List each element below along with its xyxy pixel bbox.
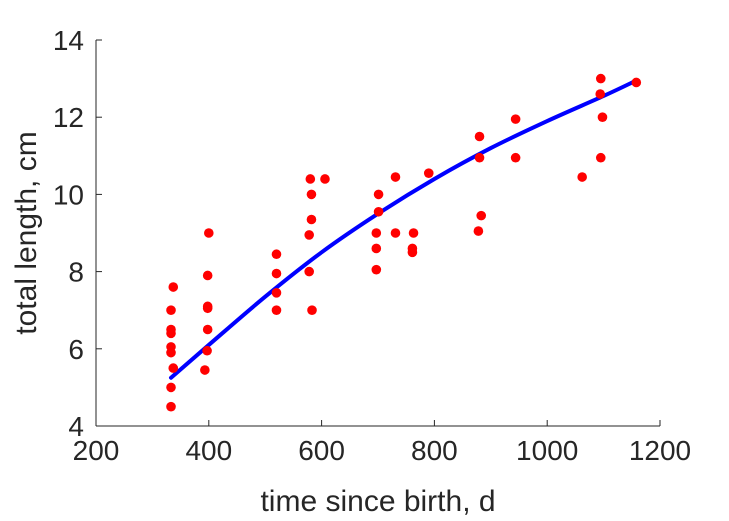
x-tick-label: 800 [411,435,458,466]
fit-curve [169,78,639,380]
data-point [408,228,419,238]
data-point [371,264,382,275]
data-point [202,324,213,335]
y-ticks: 4 6 8 10 12 14 [53,25,102,442]
data-point [595,152,606,163]
x-tick-label: 1000 [516,435,578,466]
data-point [510,152,521,163]
data-point [271,305,282,316]
data-point [166,324,176,335]
data-point [202,301,213,312]
data-point [200,365,210,375]
data-point [306,214,317,225]
data-point [423,168,434,178]
data-point [476,210,487,221]
data-points-layer [166,73,642,412]
data-point [595,73,606,84]
x-tick-label: 400 [185,435,232,466]
y-tick-label: 6 [68,334,84,365]
data-point [271,268,282,279]
data-point [595,89,606,99]
data-point [474,131,485,142]
data-point [271,249,282,260]
data-point [271,288,282,298]
data-point [204,228,214,238]
data-point [304,266,314,277]
data-point [304,230,314,240]
data-point [166,382,176,393]
x-tick-label: 200 [73,435,120,466]
data-point [202,270,213,281]
y-tick-label: 10 [53,179,84,210]
data-point [390,228,401,238]
x-ticks: 200 400 600 800 1000 1200 [73,420,691,466]
data-point [168,363,179,373]
data-point [320,174,330,184]
data-point [166,305,176,316]
data-point [305,174,316,184]
fit-curve-layer [169,78,639,380]
data-point [373,189,384,200]
y-tick-label: 14 [53,25,84,56]
data-point [510,114,521,124]
data-point [202,345,212,356]
data-point [390,172,401,182]
x-tick-label: 1200 [629,435,691,466]
data-point [631,77,642,88]
y-tick-label: 12 [53,102,84,133]
data-point [407,243,418,254]
data-point [577,172,587,182]
x-tick-label: 600 [298,435,345,466]
y-axis-label: total length, cm [10,131,43,334]
data-point [371,243,382,254]
data-point [307,305,317,316]
x-axis-label: time since birth, d [260,485,495,518]
data-point [166,401,176,412]
data-point [597,112,608,122]
data-point [166,342,176,352]
data-point [373,206,384,217]
data-point [168,282,179,292]
y-tick-label: 8 [68,257,84,288]
data-point [306,189,317,200]
axes [95,40,660,427]
data-point [474,152,485,163]
y-tick-label: 4 [68,411,84,442]
data-point [371,228,382,238]
data-point [473,226,484,236]
